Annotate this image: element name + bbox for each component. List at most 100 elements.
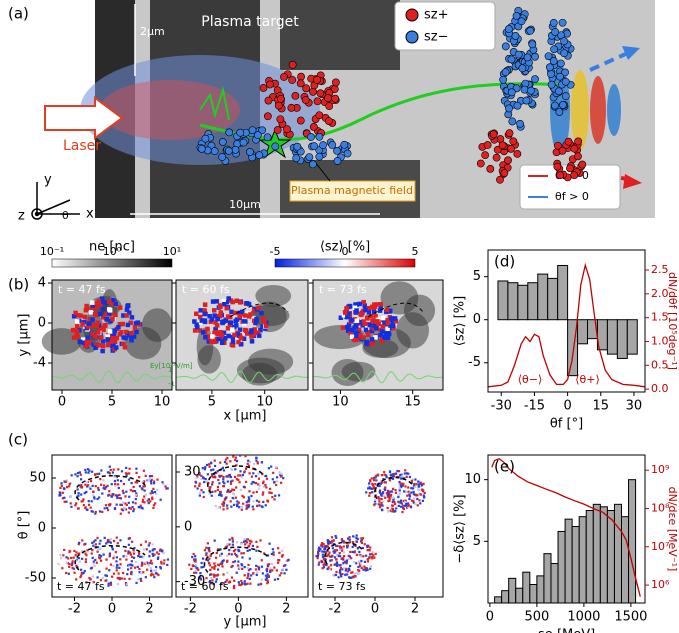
particle [372, 554, 375, 557]
particle [162, 483, 165, 486]
particle [151, 552, 154, 555]
particle [259, 84, 268, 92]
particle [117, 572, 120, 575]
particle [160, 562, 163, 565]
particle [112, 493, 115, 496]
particle [131, 564, 134, 567]
spin-pixel [74, 324, 80, 329]
particle [324, 545, 327, 548]
particle [222, 500, 225, 503]
particle [250, 574, 253, 577]
particle [154, 502, 157, 505]
particle [114, 475, 117, 478]
particle [76, 488, 79, 491]
spin-pixel [214, 299, 219, 304]
particle [122, 501, 125, 504]
particle [252, 508, 255, 511]
particle [139, 504, 142, 507]
particle [318, 561, 321, 564]
colorbar-tick-label: 5 [412, 245, 419, 258]
particle [202, 491, 205, 494]
particle [139, 577, 142, 580]
particle [420, 484, 424, 487]
particle [77, 494, 80, 497]
particle [246, 566, 249, 569]
particle [68, 565, 71, 568]
particle [383, 473, 386, 476]
particle [255, 490, 258, 494]
label: Plasma magnetic field [291, 184, 413, 197]
spin-pixel [226, 296, 231, 301]
particle [288, 60, 297, 69]
spin-pixel [85, 335, 90, 340]
particle [365, 491, 368, 494]
particle [555, 72, 564, 81]
particle [143, 480, 146, 483]
particle [324, 94, 332, 103]
spin-pixel [255, 330, 261, 336]
particle [275, 569, 278, 572]
particle [391, 477, 395, 480]
particle [255, 564, 258, 567]
spin-pixel [248, 330, 254, 336]
particle [327, 566, 330, 569]
particle [378, 473, 381, 477]
particle [265, 477, 269, 480]
spin-pixel [386, 331, 391, 336]
particle [115, 569, 118, 572]
particle [332, 539, 335, 542]
particle [408, 493, 411, 496]
particle [150, 572, 153, 575]
particle [493, 145, 502, 154]
particle [233, 560, 237, 563]
particle [385, 474, 388, 477]
spin-pixel [202, 311, 207, 317]
particle [244, 543, 247, 546]
particle [248, 498, 251, 501]
spin-pixel [221, 299, 227, 304]
particle [292, 154, 301, 163]
particle [512, 12, 521, 20]
spin-pixel [74, 328, 80, 334]
particle [70, 474, 73, 477]
particle [133, 490, 137, 493]
particle [489, 130, 498, 139]
particle [61, 497, 64, 500]
particle [194, 571, 198, 574]
particle [152, 573, 155, 576]
particle [118, 566, 121, 569]
particle [382, 478, 385, 481]
particle [273, 578, 277, 581]
spin-pixel [364, 339, 370, 345]
particle [385, 492, 388, 495]
particle [564, 137, 573, 146]
particle [404, 504, 407, 507]
particle [150, 559, 153, 562]
spin-pixel [357, 301, 362, 307]
bar [507, 282, 519, 321]
particle [150, 569, 153, 572]
spin-pixel [94, 312, 100, 318]
particle [347, 557, 350, 561]
particle [86, 484, 90, 487]
field-line [312, 370, 444, 384]
spin-pixel [212, 330, 217, 336]
pointer [314, 161, 331, 182]
spin-pixel [219, 332, 224, 338]
particle [201, 467, 204, 470]
particle [209, 554, 212, 557]
y-axis-label: θ [°] [17, 511, 32, 540]
particle [92, 490, 95, 494]
particle [213, 464, 217, 468]
particle [422, 482, 425, 485]
particle [254, 482, 258, 485]
particle [268, 491, 271, 494]
particle [109, 537, 112, 541]
particle [138, 571, 141, 574]
particle [249, 460, 252, 464]
particle [258, 126, 267, 135]
bar [557, 264, 569, 321]
spin-pixel [234, 298, 239, 303]
x-tick-label: 0 [563, 399, 571, 414]
particle [92, 560, 95, 563]
